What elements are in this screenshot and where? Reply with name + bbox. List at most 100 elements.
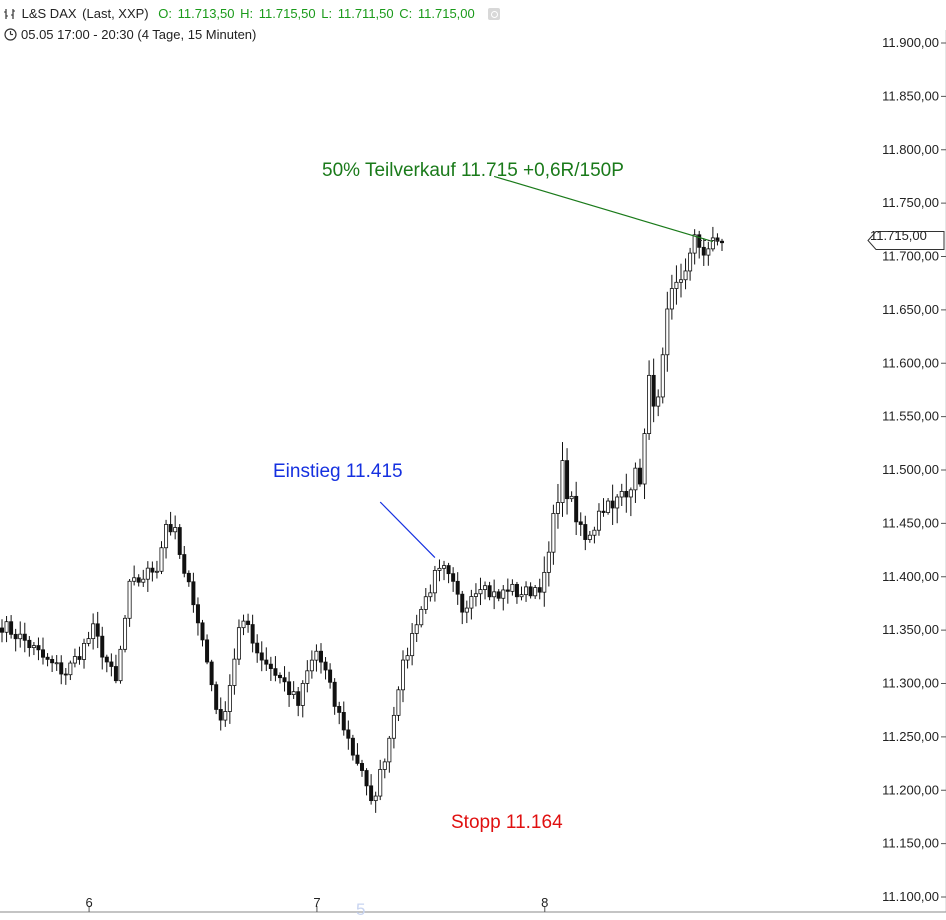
candle-body [514,583,519,598]
candle-body [551,513,556,553]
faint-label: 5 [356,900,366,919]
time-range: 05.05 17:00 - 20:30 (4 Tage, 15 Minuten) [4,27,258,42]
target-annotation: 50% Teilverkauf 11.715 +0,6R/150P [322,160,624,181]
candle-body [227,685,232,712]
candle-body [323,661,328,671]
candle-body [715,237,720,242]
candle-body [396,689,401,716]
candles [0,226,724,813]
candle-body [405,655,410,661]
candle-body [277,674,282,679]
y-tick-label: 11.550,00 [882,409,939,424]
candle-body [145,567,150,580]
low-value: 11.711,50 [337,6,394,21]
candle-body [382,761,387,770]
candle-body [314,650,319,661]
candle-body [77,656,82,660]
candle-body [236,627,241,660]
candle-body [31,645,36,649]
candle-body [337,705,342,713]
y-tick-label: 11.200,00 [882,782,939,797]
candle-body [186,572,191,583]
candle-body [9,621,14,635]
close-label: C: [399,6,413,21]
y-tick-label: 11.300,00 [882,676,939,691]
candle-body [164,524,169,549]
candle-body [346,729,351,739]
candle-body [656,396,661,407]
candle-body [578,521,583,525]
candle-body [615,496,620,509]
open-label: O: [158,6,172,21]
candle-body [54,662,59,665]
target-line [493,175,714,243]
x-tick-label: 7 [313,895,320,910]
candle-body [496,591,501,599]
candle-body [364,770,369,787]
candle-body [701,246,706,256]
candle-body [637,467,642,485]
candle-body [464,607,469,613]
y-tick-label: 11.800,00 [882,142,939,157]
candle-body [63,673,68,676]
candle-body [259,652,264,661]
candle-body [501,589,506,599]
candle-body [583,524,588,540]
candle-body [305,670,310,684]
candle-body [610,500,615,509]
candle-body [669,288,674,310]
candle-body [332,681,337,707]
candle-body [282,677,287,683]
candle-body [378,769,383,797]
camera-icon[interactable] [488,8,501,20]
y-tick-label: 11.700,00 [882,249,939,264]
candle-body [692,234,697,254]
y-tick-label: 11.150,00 [882,836,939,851]
candle-body [177,527,182,555]
candle-body [241,620,246,629]
open-value: 11.713,50 [177,6,235,21]
y-tick-label: 11.350,00 [882,622,939,637]
candle-body [59,662,64,675]
candle-body [688,252,693,272]
candle-body [205,639,210,663]
candle-body [86,638,91,644]
candle-body [22,633,27,641]
time-range-text: 05.05 17:00 - 20:30 (4 Tage, 15 Minuten) [21,27,257,42]
low-label: L: [321,6,333,21]
candle-body [168,524,173,533]
high-value: 11.715,50 [258,6,316,21]
bar-chart-icon[interactable] [4,8,18,20]
candle-body [414,624,419,634]
candle-body [287,681,292,696]
candle-body [387,737,392,763]
candle-body [642,433,647,485]
candle-body [68,662,73,676]
candle-body [487,585,492,598]
candle-body [519,594,524,598]
y-tick-label: 11.750,00 [882,195,939,210]
candle-body [592,529,597,536]
candle-body [624,490,629,498]
candle-body [455,580,460,595]
candle-body [250,624,255,644]
candle-body [214,684,219,710]
y-tick-label: 11.400,00 [882,569,939,584]
candle-body [209,661,214,686]
candle-body [109,661,114,667]
candle-body [410,633,415,657]
candle-body [136,577,141,583]
candle-body [524,586,529,596]
close-value: 11.715,00 [417,6,475,21]
candle-body [373,795,378,802]
candle-body [428,592,433,598]
candle-body [223,711,228,721]
high-label: H: [240,6,254,21]
entry-annotation: Einstieg 11.415 [273,461,403,482]
candle-body [432,570,437,594]
candle-body [123,617,128,650]
candle-body [628,489,633,498]
candle-body [546,551,551,573]
candle-body [318,650,323,663]
